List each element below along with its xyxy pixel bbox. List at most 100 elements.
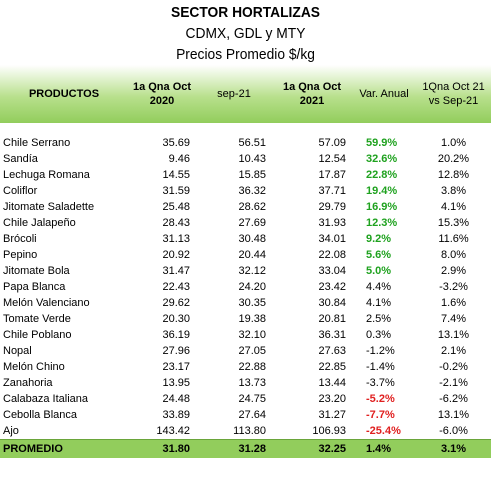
product-name: Pepino xyxy=(3,249,38,261)
table-row: Jitomate Bola 31.47 32.12 33.04 5.0% 2.9% xyxy=(0,263,491,279)
price-oct-2020: 20.92 xyxy=(162,249,190,261)
var-oct-vs-sep: 3.8% xyxy=(440,185,467,197)
var-anual: 19.4% xyxy=(366,185,398,197)
var-oct-vs-sep: 2.1% xyxy=(440,345,467,357)
var-anual: 0.3% xyxy=(366,329,392,341)
price-oct-2020: 24.48 xyxy=(162,393,190,405)
price-oct-2020: 33.89 xyxy=(162,409,190,421)
header-oct-2020-line1: 1a Qna Oct xyxy=(132,81,192,93)
header-oct-vs-sep: 1Qna Oct 21 vs Sep-21 xyxy=(416,65,491,123)
var-anual: -1.4% xyxy=(366,361,395,373)
var-anual: 5.0% xyxy=(366,265,392,277)
var-oct-vs-sep: 12.8% xyxy=(437,169,470,181)
header-sep-21-label: sep-21 xyxy=(217,88,251,100)
product-name: Cebolla Blanca xyxy=(3,409,77,421)
price-oct-2021: 22.85 xyxy=(318,361,346,373)
var-anual: -5.2% xyxy=(366,393,395,405)
price-oct-2021: 29.79 xyxy=(318,201,346,213)
product-name: Nopal xyxy=(3,345,32,357)
header-var-anual-label: Var. Anual xyxy=(359,88,409,100)
price-oct-2021: 23.42 xyxy=(318,281,346,293)
price-oct-2020: 28.43 xyxy=(162,217,190,229)
product-name: Jitomate Saladette xyxy=(3,201,95,213)
var-oct-vs-sep: -0.2% xyxy=(439,361,468,373)
table-row: Nopal 27.96 27.05 27.63 -1.2% 2.1% xyxy=(0,343,491,359)
price-sep-21: 56.51 xyxy=(238,137,266,149)
price-oct-2021: 20.81 xyxy=(318,313,346,325)
table-row: Chile Serrano 35.69 56.51 57.09 59.9% 1.0% xyxy=(0,123,491,151)
prices-table: PRODUCTOS 1a Qna Oct 2020 sep-21 1a Qna … xyxy=(0,65,491,458)
header-productos: PRODUCTOS xyxy=(0,65,128,123)
price-oct-2020: 31.59 xyxy=(162,185,190,197)
promedio-row: PROMEDIO 31.80 31.28 32.25 1.4% 3.1% xyxy=(0,439,491,458)
header-sep-21: sep-21 xyxy=(196,65,272,123)
product-name: Zanahoria xyxy=(3,377,53,389)
var-oct-vs-sep: -2.1% xyxy=(439,377,468,389)
table-row: Tomate Verde 20.30 19.38 20.81 2.5% 7.4% xyxy=(0,311,491,327)
promedio-oct-2021: 32.25 xyxy=(272,439,352,458)
price-sep-21: 13.73 xyxy=(238,377,266,389)
promedio-oct-2020: 31.80 xyxy=(128,439,196,458)
product-name: Chile Serrano xyxy=(3,137,71,149)
var-anual: 12.3% xyxy=(366,217,398,229)
price-oct-2021: 13.44 xyxy=(318,377,346,389)
price-sep-21: 27.05 xyxy=(238,345,266,357)
var-anual: 5.6% xyxy=(366,249,392,261)
promedio-sep-21: 31.28 xyxy=(196,439,272,458)
var-anual: 4.1% xyxy=(366,297,392,309)
header-oct-2021: 1a Qna Oct 2021 xyxy=(272,65,352,123)
price-oct-2021: 23.20 xyxy=(318,393,346,405)
var-oct-vs-sep: 7.4% xyxy=(440,313,467,325)
var-anual: -25.4% xyxy=(366,425,401,437)
price-oct-2020: 25.48 xyxy=(162,201,190,213)
price-oct-2021: 57.09 xyxy=(318,137,346,149)
price-sep-21: 22.88 xyxy=(238,361,266,373)
var-anual: -3.7% xyxy=(366,377,395,389)
table-row: Zanahoria 13.95 13.73 13.44 -3.7% -2.1% xyxy=(0,375,491,391)
subtitle-cities: CDMX, GDL y MTY xyxy=(185,25,306,42)
price-sep-21: 15.85 xyxy=(238,169,266,181)
price-oct-2021: 17.87 xyxy=(318,169,346,181)
price-sep-21: 10.43 xyxy=(238,153,266,165)
var-oct-vs-sep: 20.2% xyxy=(437,153,470,165)
price-sep-21: 30.48 xyxy=(238,233,266,245)
product-name: Sandía xyxy=(3,153,38,165)
var-anual: 32.6% xyxy=(366,153,398,165)
price-oct-2020: 9.46 xyxy=(168,153,190,165)
product-name: Calabaza Italiana xyxy=(3,393,89,405)
price-oct-2021: 37.71 xyxy=(318,185,346,197)
var-anual: 16.9% xyxy=(366,201,398,213)
var-oct-vs-sep: -3.2% xyxy=(439,281,468,293)
product-name: Melón Valenciano xyxy=(3,297,90,309)
price-oct-2020: 27.96 xyxy=(162,345,190,357)
header-productos-label: PRODUCTOS xyxy=(28,88,100,100)
var-oct-vs-sep: 1.0% xyxy=(440,137,467,149)
var-oct-vs-sep: 2.9% xyxy=(440,265,467,277)
price-sep-21: 36.32 xyxy=(238,185,266,197)
header-oct-vs-sep-line2: vs Sep-21 xyxy=(428,95,479,107)
var-oct-vs-sep: -6.2% xyxy=(439,393,468,405)
var-oct-vs-sep: 4.1% xyxy=(440,201,467,213)
price-oct-2020: 14.55 xyxy=(162,169,190,181)
price-oct-2021: 12.54 xyxy=(318,153,346,165)
table-row: Coliflor 31.59 36.32 37.71 19.4% 3.8% xyxy=(0,183,491,199)
product-name: Lechuga Romana xyxy=(3,169,90,181)
product-name: Tomate Verde xyxy=(3,313,71,325)
price-oct-2021: 27.63 xyxy=(318,345,346,357)
subtitle-prices: Precios Promedio $/kg xyxy=(176,46,315,63)
price-sep-21: 24.75 xyxy=(238,393,266,405)
page-title: SECTOR HORTALIZAS xyxy=(170,4,320,21)
price-oct-2020: 143.42 xyxy=(156,425,190,437)
table-row: Chile Poblano 36.19 32.10 36.31 0.3% 13.1% xyxy=(0,327,491,343)
product-name: Ajo xyxy=(3,425,19,437)
price-sep-21: 32.12 xyxy=(238,265,266,277)
table-row: Chile Jalapeño 28.43 27.69 31.93 12.3% 15.3% xyxy=(0,215,491,231)
product-name: Melón Chino xyxy=(3,361,65,373)
var-anual: 4.4% xyxy=(366,281,392,293)
price-sep-21: 20.44 xyxy=(238,249,266,261)
header-oct-2021-line1: 1a Qna Oct xyxy=(282,81,342,93)
table-row: Brócoli 31.13 30.48 34.01 9.2% 11.6% xyxy=(0,231,491,247)
title-block: SECTOR HORTALIZAS CDMX, GDL y MTY Precio… xyxy=(0,0,491,65)
var-oct-vs-sep: 1.6% xyxy=(440,297,467,309)
var-anual: 9.2% xyxy=(366,233,392,245)
